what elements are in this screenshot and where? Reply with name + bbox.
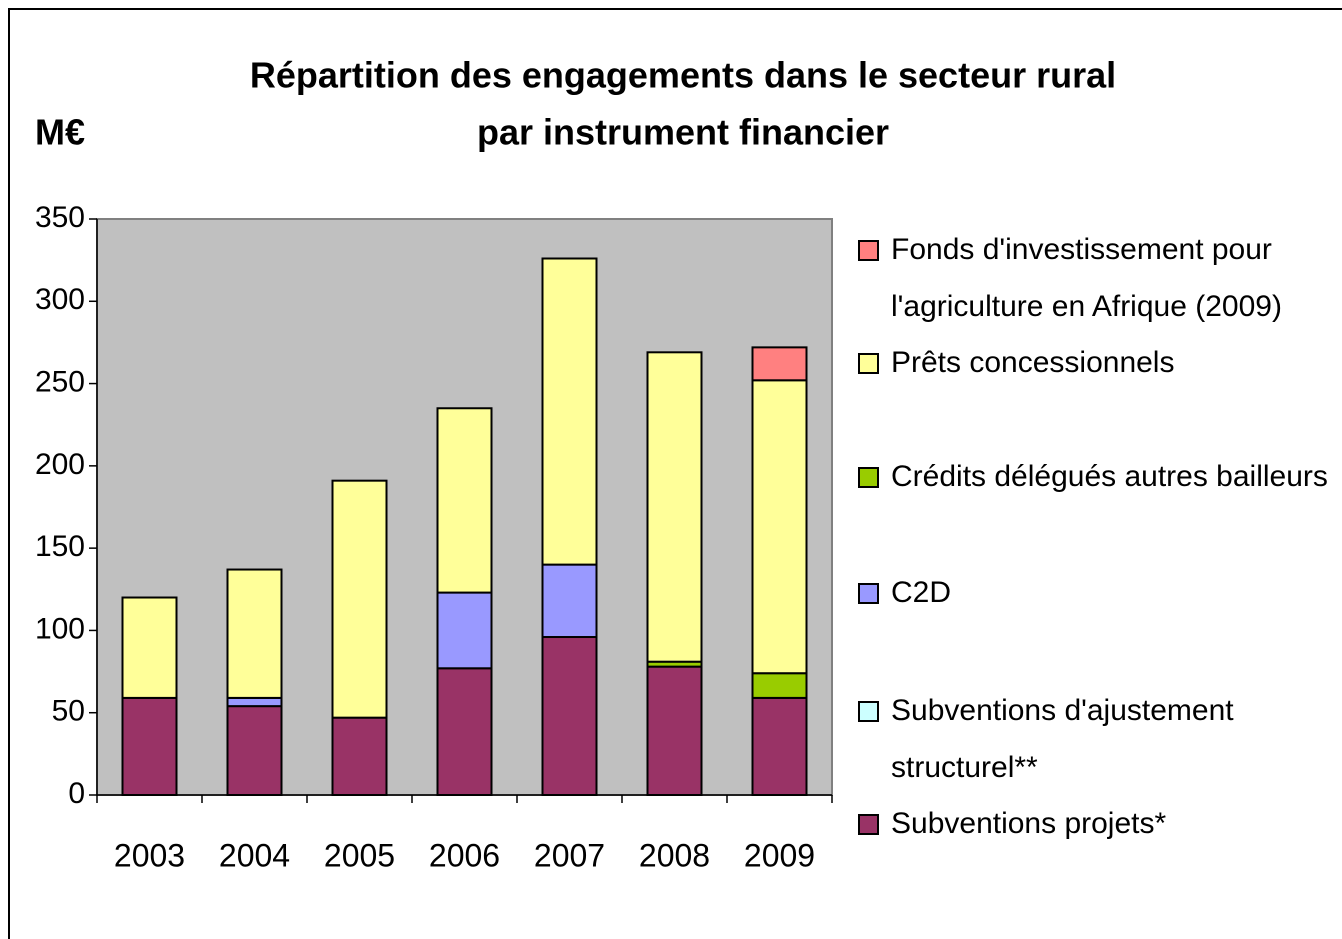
- legend-swatch: [858, 814, 879, 835]
- legend-swatch: [858, 583, 879, 604]
- bar-segment: [541, 636, 598, 796]
- legend-label: Subventions projets*: [891, 807, 1167, 840]
- legend-label: Prêts concessionnels: [891, 346, 1175, 379]
- y-axis-label: M€: [35, 112, 85, 153]
- y-tick-label: 50: [52, 695, 85, 728]
- legend-item: Fonds d'investissement pour l'agricultur…: [858, 221, 1342, 335]
- x-tick-label: 2008: [639, 837, 710, 873]
- bar-segment: [121, 696, 178, 796]
- legend-item: Crédits délégués autres bailleurs: [858, 448, 1342, 505]
- legend-label: Subventions d'ajustement structurel**: [891, 694, 1234, 784]
- bar-segment: [226, 696, 283, 708]
- x-tick-label: 2007: [534, 837, 605, 873]
- legend-label: C2D: [891, 576, 952, 609]
- y-tick-label: 100: [35, 612, 85, 645]
- bar-segment: [751, 672, 808, 699]
- bar-segment: [541, 257, 598, 566]
- y-tick-label: 350: [35, 201, 85, 234]
- y-tick-label: 200: [35, 448, 85, 481]
- legend-label: Fonds d'investissement pour l'agricultur…: [891, 233, 1282, 323]
- legend-item: Prêts concessionnels: [858, 334, 1342, 391]
- bar-segment: [436, 407, 493, 594]
- legend-item: C2D: [858, 564, 1342, 621]
- y-tick-label: 250: [35, 365, 85, 398]
- legend-swatch: [858, 467, 879, 488]
- bar-segment: [331, 716, 388, 796]
- y-tick-label: 0: [68, 777, 85, 810]
- y-tick-label: 300: [35, 283, 85, 316]
- bar-segment: [646, 665, 703, 796]
- chart-title: par instrument financier: [477, 112, 889, 153]
- x-tick-label: 2004: [219, 837, 290, 873]
- x-tick-label: 2003: [114, 837, 185, 873]
- bar-segment: [751, 379, 808, 675]
- bar-segment: [436, 667, 493, 797]
- x-tick-label: 2005: [324, 837, 395, 873]
- chart-title: Répartition des engagements dans le sect…: [250, 55, 1116, 96]
- bar-segment: [436, 591, 493, 670]
- legend-swatch: [858, 240, 879, 261]
- bar-segment: [541, 563, 598, 639]
- legend-item: Subventions projets*: [858, 795, 1342, 852]
- x-tick-label: 2006: [429, 837, 500, 873]
- bar-segment: [331, 479, 388, 719]
- legend-item: Subventions d'ajustement structurel**: [858, 682, 1342, 796]
- bar-segment: [226, 568, 283, 699]
- bar-segment: [751, 696, 808, 796]
- bar-segment: [121, 596, 178, 699]
- bar-segment: [751, 346, 808, 382]
- legend-swatch: [858, 353, 879, 374]
- bar-segment: [646, 351, 703, 663]
- legend-swatch: [858, 701, 879, 722]
- frame: [8, 8, 1342, 939]
- y-tick-label: 150: [35, 530, 85, 563]
- legend-label: Crédits délégués autres bailleurs: [891, 460, 1328, 493]
- x-tick-label: 2009: [744, 837, 815, 873]
- bar-segment: [226, 705, 283, 796]
